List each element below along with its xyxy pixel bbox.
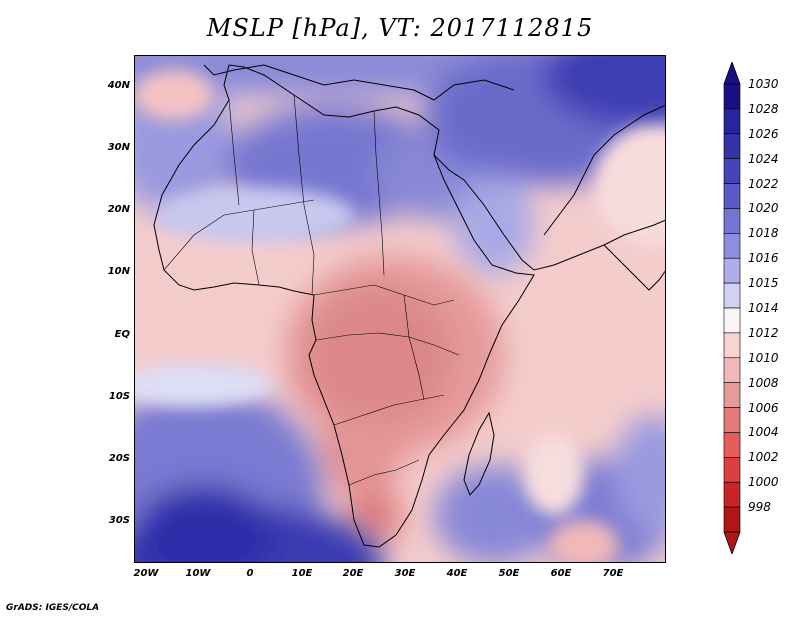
lat-tick-label: EQ bbox=[114, 329, 130, 340]
colorbar-cell bbox=[723, 407, 741, 433]
lat-tick-label: 20N bbox=[107, 204, 130, 215]
colorbar-cell bbox=[723, 481, 741, 508]
colorbar-level-label: 1002 bbox=[748, 450, 779, 465]
colorbar-cell bbox=[723, 233, 741, 259]
lon-tick-label: 50E bbox=[498, 568, 520, 579]
lon-tick-label: 30E bbox=[394, 568, 416, 579]
colorbar-cell bbox=[723, 307, 741, 334]
lon-tick-label: 20E bbox=[342, 568, 364, 579]
map-border bbox=[134, 55, 666, 563]
colorbar-level-label: 1016 bbox=[748, 251, 779, 266]
colorbar-level-label: 1008 bbox=[748, 375, 779, 390]
colorbar-cell bbox=[723, 208, 741, 234]
southern-transition-band bbox=[134, 363, 619, 563]
lon-tick-label: 10W bbox=[185, 568, 211, 579]
colorbar-level-label: 1006 bbox=[748, 400, 779, 415]
lon-tick-label: 40E bbox=[446, 568, 468, 579]
colorbar-level-label: 1018 bbox=[748, 226, 779, 241]
chart-title: MSLP [hPa], VT: 2017112815 bbox=[206, 14, 594, 42]
colorbar-cell bbox=[723, 257, 741, 284]
colorbar-cell bbox=[723, 108, 741, 135]
lat-tick-label: 40N bbox=[107, 80, 130, 91]
colorbar-level-label: 1000 bbox=[748, 475, 779, 490]
pressure-map bbox=[134, 55, 666, 563]
lon-tick-label: 70E bbox=[602, 568, 624, 579]
colorbar-top-arrow bbox=[723, 62, 741, 85]
colorbar-level-label: 1026 bbox=[748, 126, 779, 141]
colorbar-level-label: 1030 bbox=[748, 77, 779, 91]
colorbar-level-label: 1028 bbox=[748, 101, 779, 116]
colorbar-bottom-arrow bbox=[723, 531, 741, 554]
colorbar-cell bbox=[723, 332, 741, 359]
lat-tick-label: 20S bbox=[108, 453, 130, 464]
colorbar-level-label: 1024 bbox=[748, 151, 779, 166]
colorbar-cell bbox=[723, 83, 741, 110]
lat-tick-label: 10N bbox=[107, 266, 130, 277]
colorbar-level-label: 1022 bbox=[748, 176, 779, 191]
colorbar-cell bbox=[723, 183, 741, 209]
country-borders bbox=[163, 94, 460, 486]
colorbar-level-label: 1014 bbox=[748, 301, 779, 315]
lon-tick-label: 20W bbox=[133, 568, 159, 579]
central-low-pressure-area bbox=[284, 255, 504, 545]
colorbar-cell bbox=[723, 158, 741, 184]
map-panel bbox=[134, 55, 666, 563]
lat-tick-label: 10S bbox=[108, 391, 130, 402]
colorbar-cell bbox=[723, 282, 741, 309]
lon-tick-label: 10E bbox=[291, 568, 313, 579]
colorbar-level-label: 1010 bbox=[748, 350, 779, 365]
colorbar-cell bbox=[723, 357, 741, 383]
credit-text: GrADS: IGES/COLA bbox=[6, 603, 100, 613]
lon-tick-label: 60E bbox=[550, 568, 572, 579]
colorbar-level-label: 998 bbox=[748, 500, 771, 515]
colorbar bbox=[723, 62, 741, 554]
colorbar-cell bbox=[723, 133, 741, 159]
colorbar-level-label: 1012 bbox=[748, 325, 779, 340]
coastlines bbox=[153, 64, 666, 548]
lon-tick-label: 0 bbox=[246, 568, 254, 579]
colorbar-cell bbox=[723, 457, 741, 483]
colorbar-level-label: 1015 bbox=[748, 276, 779, 291]
colorbar-cell bbox=[723, 506, 741, 533]
lat-tick-label: 30S bbox=[108, 515, 130, 526]
colorbar-level-label: 1020 bbox=[748, 201, 779, 216]
colorbar-cell bbox=[723, 432, 741, 458]
colorbar-cell bbox=[723, 382, 741, 408]
colorbar-level-label: 1004 bbox=[748, 425, 779, 440]
lat-tick-label: 30N bbox=[107, 142, 130, 153]
